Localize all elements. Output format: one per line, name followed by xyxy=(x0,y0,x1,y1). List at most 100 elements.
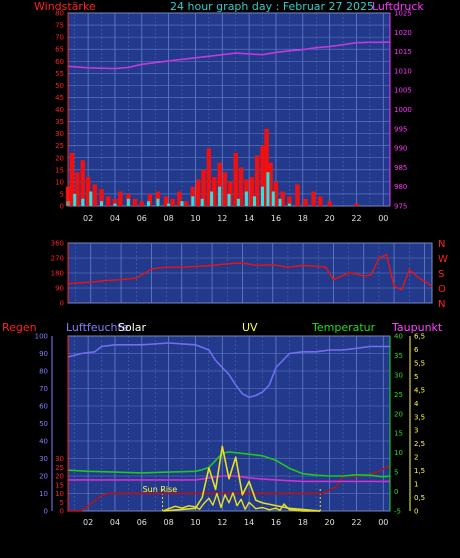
x-tick-label-0-02: 02 xyxy=(83,214,93,223)
wind-bar-23 xyxy=(212,177,217,206)
wind-bar-8 xyxy=(112,198,118,206)
gust-bar-4 xyxy=(100,201,103,206)
rain-tick-20: 20 xyxy=(55,473,64,481)
humidity-tick-60: 60 xyxy=(39,403,48,411)
wind-bar-4 xyxy=(85,177,91,206)
pressure-tick-1020: 1020 xyxy=(394,29,412,37)
gust-bar-19 xyxy=(261,186,264,206)
gust-bar-20 xyxy=(266,172,270,206)
x-tick-label-2-06: 06 xyxy=(137,518,147,527)
temperature-tick-10: 10 xyxy=(394,449,403,457)
wind-bar-15 xyxy=(163,196,169,206)
uv-line xyxy=(163,445,321,512)
rain-tick-0: 0 xyxy=(60,508,64,516)
gust-bar-3 xyxy=(89,191,93,206)
wind-bar-39 xyxy=(303,198,308,206)
x-tick-label-0-20: 20 xyxy=(325,214,335,223)
wind-bar-27 xyxy=(233,152,238,206)
wind-axis-title: Windstärke xyxy=(34,0,96,13)
x-tick-label-2-16: 16 xyxy=(271,518,281,527)
x-tick-label-2-04: 04 xyxy=(110,518,120,527)
wind-bar-16 xyxy=(170,198,175,206)
gust-bar-21 xyxy=(271,191,275,206)
compass-label-2: S xyxy=(438,269,444,280)
rain-line xyxy=(68,464,391,512)
pressure-axis-title: Luftdruck xyxy=(372,0,424,13)
gust-bar-11 xyxy=(191,196,195,206)
temperature-tick-40: 40 xyxy=(394,333,403,341)
direction-tick-270: 270 xyxy=(51,255,64,263)
wind-bar-6 xyxy=(99,189,104,206)
wind-tick-15: 15 xyxy=(55,166,64,174)
humidity-tick-40: 40 xyxy=(39,438,48,446)
humidity-label: Luftfeuchte xyxy=(66,321,129,334)
wind-tick-70: 70 xyxy=(55,34,64,42)
gust-bar-9 xyxy=(167,203,171,206)
uv-tick-3: 1,5 xyxy=(414,467,425,475)
gust-bar-8 xyxy=(156,198,160,206)
wind-tick-10: 10 xyxy=(55,178,64,186)
gust-bar-5 xyxy=(113,203,117,206)
gust-bar-6 xyxy=(126,198,130,206)
wind-bar-5 xyxy=(92,184,98,206)
pressure-tick-980: 980 xyxy=(394,183,407,191)
temperature-line xyxy=(67,451,391,478)
wind-bar-38 xyxy=(295,184,300,206)
wind-tick-5: 5 xyxy=(60,190,64,198)
uv-tick-8: 4 xyxy=(414,400,419,408)
wind-bar-28 xyxy=(238,167,244,206)
wind-tick-50: 50 xyxy=(55,82,64,90)
temperature-tick-5: 5 xyxy=(394,469,398,477)
x-tick-label-2-14: 14 xyxy=(244,518,254,527)
direction-tick-0: 0 xyxy=(60,300,64,308)
temperature-label: Temperatur xyxy=(312,321,376,334)
uv-tick-12: 6 xyxy=(414,346,419,354)
uv-tick-0: 0 xyxy=(414,508,418,516)
wind-bar-24 xyxy=(217,162,222,206)
humidity-tick-80: 80 xyxy=(39,368,48,376)
humidity-tick-90: 90 xyxy=(39,350,48,358)
gust-bar-14 xyxy=(218,186,222,206)
x-tick-label-0-14: 14 xyxy=(244,214,254,223)
x-tick-label-0-00: 00 xyxy=(378,214,388,223)
direction-line xyxy=(67,253,433,291)
wind-bar-33 xyxy=(264,128,269,206)
gust-bar-15 xyxy=(227,193,231,206)
solar-line xyxy=(163,492,321,512)
wind-bar-42 xyxy=(327,201,332,206)
pressure-tick-1010: 1010 xyxy=(394,67,412,75)
uv-tick-9: 4,5 xyxy=(414,386,425,394)
uv-tick-1: 0,5 xyxy=(414,494,425,502)
wind-bar-3 xyxy=(80,160,85,206)
solar-label: Solar xyxy=(118,321,147,334)
sun-rise-annotation: Sun Rise xyxy=(143,485,178,494)
wind-bar-11 xyxy=(132,198,138,206)
x-tick-label-0-16: 16 xyxy=(271,214,281,223)
rain-tick-25: 25 xyxy=(55,464,64,472)
wind-bar-9 xyxy=(118,191,123,206)
pressure-tick-985: 985 xyxy=(394,164,407,172)
pressure-tick-1005: 1005 xyxy=(394,87,412,95)
wind-bar-13 xyxy=(147,193,153,206)
wind-bar-40 xyxy=(311,191,316,206)
temperature-tick-0: 0 xyxy=(394,488,398,496)
uv-tick-5: 2,5 xyxy=(414,440,425,448)
wind-tick-40: 40 xyxy=(55,106,64,114)
gust-bar-17 xyxy=(244,191,248,206)
gust-bar-23 xyxy=(287,203,291,206)
x-tick-label-0-10: 10 xyxy=(190,214,200,223)
humidity-tick-30: 30 xyxy=(39,455,48,463)
wind-bar-7 xyxy=(106,196,111,206)
wind-bar-12 xyxy=(139,201,144,206)
compass-label-3: O xyxy=(438,284,446,295)
wind-bar-44 xyxy=(354,203,359,206)
uv-tick-10: 5 xyxy=(414,373,418,381)
wind-tick-25: 25 xyxy=(55,142,64,150)
uv-label: UV xyxy=(242,321,258,334)
wind-bar-32 xyxy=(260,145,265,206)
rain-tick-30: 30 xyxy=(55,455,64,463)
dewpoint-label: Taupunkt xyxy=(392,321,443,334)
pressure-tick-1015: 1015 xyxy=(394,48,412,56)
wind-bar-22 xyxy=(206,148,212,206)
